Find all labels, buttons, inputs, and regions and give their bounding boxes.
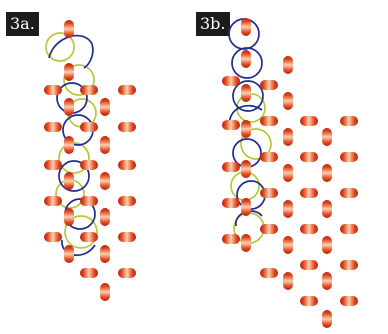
bead-icon bbox=[64, 172, 74, 190]
bead-icon bbox=[44, 160, 62, 170]
diagram-3b bbox=[222, 18, 358, 328]
beads-3b bbox=[222, 18, 358, 328]
bead-icon bbox=[340, 260, 358, 270]
bead-icon bbox=[118, 122, 136, 132]
step-label-3a: 3a. bbox=[6, 12, 39, 36]
bead-icon bbox=[44, 232, 62, 242]
bead-icon bbox=[118, 268, 136, 278]
bead-icon bbox=[44, 196, 62, 206]
bead-icon bbox=[283, 200, 293, 218]
bead-icon bbox=[222, 198, 240, 208]
bead-icon bbox=[44, 85, 62, 95]
bead-icon bbox=[80, 196, 98, 206]
bead-icon bbox=[260, 80, 278, 90]
thread-path-3a bbox=[45, 32, 98, 256]
bead-icon bbox=[118, 85, 136, 95]
bead-icon bbox=[118, 196, 136, 206]
bead-icon bbox=[80, 268, 98, 278]
bead-icon bbox=[241, 198, 251, 216]
bead-icon bbox=[283, 56, 293, 74]
bead-icon bbox=[64, 245, 74, 263]
bead-icon bbox=[222, 120, 240, 130]
bead-icon bbox=[340, 224, 358, 234]
bead-icon bbox=[222, 234, 240, 244]
bead-icon bbox=[300, 116, 318, 126]
bead-icon bbox=[322, 164, 332, 182]
step-label-3b: 3b. bbox=[196, 12, 230, 36]
bead-icon bbox=[64, 63, 74, 81]
bead-icon bbox=[44, 122, 62, 132]
bead-icon bbox=[222, 162, 240, 172]
bead-icon bbox=[260, 188, 278, 198]
bead-icon bbox=[241, 50, 251, 68]
bead-icon bbox=[283, 92, 293, 110]
bead-icon bbox=[80, 122, 98, 132]
bead-icon bbox=[283, 236, 293, 254]
bead-icon bbox=[80, 232, 98, 242]
diagram-3a bbox=[44, 20, 136, 301]
bead-icon bbox=[241, 234, 251, 252]
bead-icon bbox=[322, 310, 332, 328]
bead-icon bbox=[260, 224, 278, 234]
bead-icon bbox=[300, 152, 318, 162]
bead-icon bbox=[80, 160, 98, 170]
bead-icon bbox=[64, 208, 74, 226]
bead-icon bbox=[100, 98, 110, 116]
bead-icon bbox=[322, 272, 332, 290]
bead-icon bbox=[300, 188, 318, 198]
bead-icon bbox=[340, 116, 358, 126]
bead-icon bbox=[241, 160, 251, 178]
bead-icon bbox=[100, 245, 110, 263]
bead-icon bbox=[100, 136, 110, 154]
bead-icon bbox=[64, 136, 74, 154]
bead-icon bbox=[64, 20, 74, 38]
bead-icon bbox=[241, 120, 251, 138]
bead-icon bbox=[260, 116, 278, 126]
bead-icon bbox=[100, 172, 110, 190]
bead-icon bbox=[118, 160, 136, 170]
bead-icon bbox=[322, 236, 332, 254]
bead-icon bbox=[300, 296, 318, 306]
bead-icon bbox=[322, 128, 332, 146]
bead-icon bbox=[322, 200, 332, 218]
bead-icon bbox=[241, 18, 251, 36]
bead-icon bbox=[222, 76, 240, 86]
bead-icon bbox=[100, 283, 110, 301]
bead-icon bbox=[260, 152, 278, 162]
bead-icon bbox=[100, 208, 110, 226]
bead-icon bbox=[283, 272, 293, 290]
bead-icon bbox=[118, 232, 136, 242]
bead-icon bbox=[64, 98, 74, 116]
bead-icon bbox=[80, 85, 98, 95]
bead-icon bbox=[241, 84, 251, 102]
bead-icon bbox=[300, 260, 318, 270]
bead-icon bbox=[340, 296, 358, 306]
bead-icon bbox=[340, 152, 358, 162]
beads-3a bbox=[44, 20, 136, 301]
bead-icon bbox=[283, 128, 293, 146]
bead-icon bbox=[340, 188, 358, 198]
bead-icon bbox=[300, 224, 318, 234]
bead-icon bbox=[283, 164, 293, 182]
bead-icon bbox=[260, 268, 278, 278]
